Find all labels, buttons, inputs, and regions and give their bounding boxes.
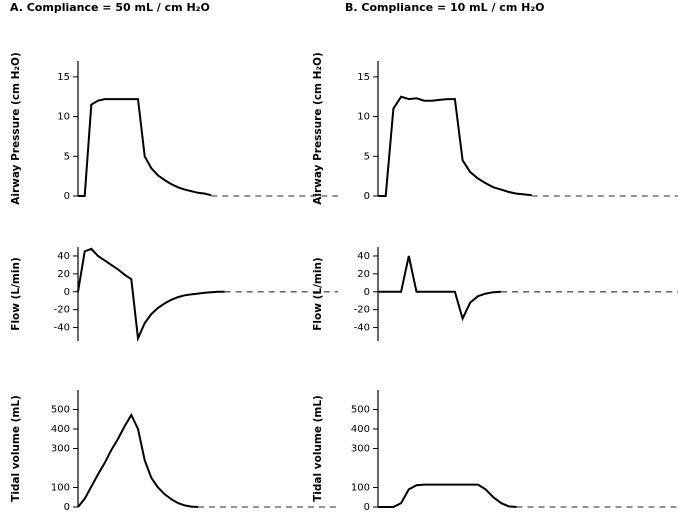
y-axis-label: Flow (L/min): [312, 257, 324, 330]
y-tick-label: 40: [357, 251, 370, 262]
y-tick-label: 0: [64, 502, 70, 513]
data-line: [378, 255, 502, 322]
y-tick-label: -20: [354, 305, 370, 316]
y-tick-label: 500: [51, 405, 70, 416]
y-tick-label: -40: [354, 323, 370, 334]
y-tick-label: 5: [64, 151, 70, 162]
y-tick-label: 0: [64, 191, 70, 202]
y-axis-label: Flow (L/min): [10, 257, 22, 330]
y-tick-label: -20: [54, 305, 70, 316]
y-tick-label: 0: [364, 287, 370, 298]
y-tick-label: -40: [54, 323, 70, 334]
data-line: [77, 412, 199, 508]
data-line: [77, 247, 225, 343]
data-line: [378, 483, 517, 508]
y-axis-label: Tidal volume (mL): [312, 395, 324, 502]
y-tick-label: 20: [357, 269, 370, 280]
y-tick-label: 300: [351, 444, 370, 455]
y-tick-label: 10: [57, 112, 70, 123]
y-tick-label: 40: [57, 251, 70, 262]
y-axis-label: Airway Pressure (cm H₂O): [10, 52, 22, 205]
y-tick-label: 5: [364, 151, 370, 162]
y-axis-label: Tidal volume (mL): [10, 395, 22, 502]
y-tick-label: 0: [364, 191, 370, 202]
y-tick-label: 10: [357, 112, 370, 123]
data-line: [378, 95, 532, 197]
panel-title: A. Compliance = 50 mL / cm H₂O: [10, 1, 210, 14]
y-tick-label: 300: [51, 444, 70, 455]
data-line: [78, 98, 212, 197]
y-tick-label: 100: [351, 483, 370, 494]
y-tick-label: 100: [51, 483, 70, 494]
y-tick-label: 15: [57, 72, 70, 83]
y-tick-label: 0: [64, 287, 70, 298]
y-tick-label: 400: [51, 424, 70, 435]
y-tick-label: 400: [351, 424, 370, 435]
y-tick-label: 500: [351, 405, 370, 416]
y-tick-label: 0: [364, 502, 370, 513]
y-tick-label: 20: [57, 269, 70, 280]
panel-title: B. Compliance = 10 mL / cm H₂O: [345, 1, 544, 14]
y-axis-label: Airway Pressure (cm H₂O): [312, 52, 324, 205]
y-tick-label: 15: [357, 72, 370, 83]
